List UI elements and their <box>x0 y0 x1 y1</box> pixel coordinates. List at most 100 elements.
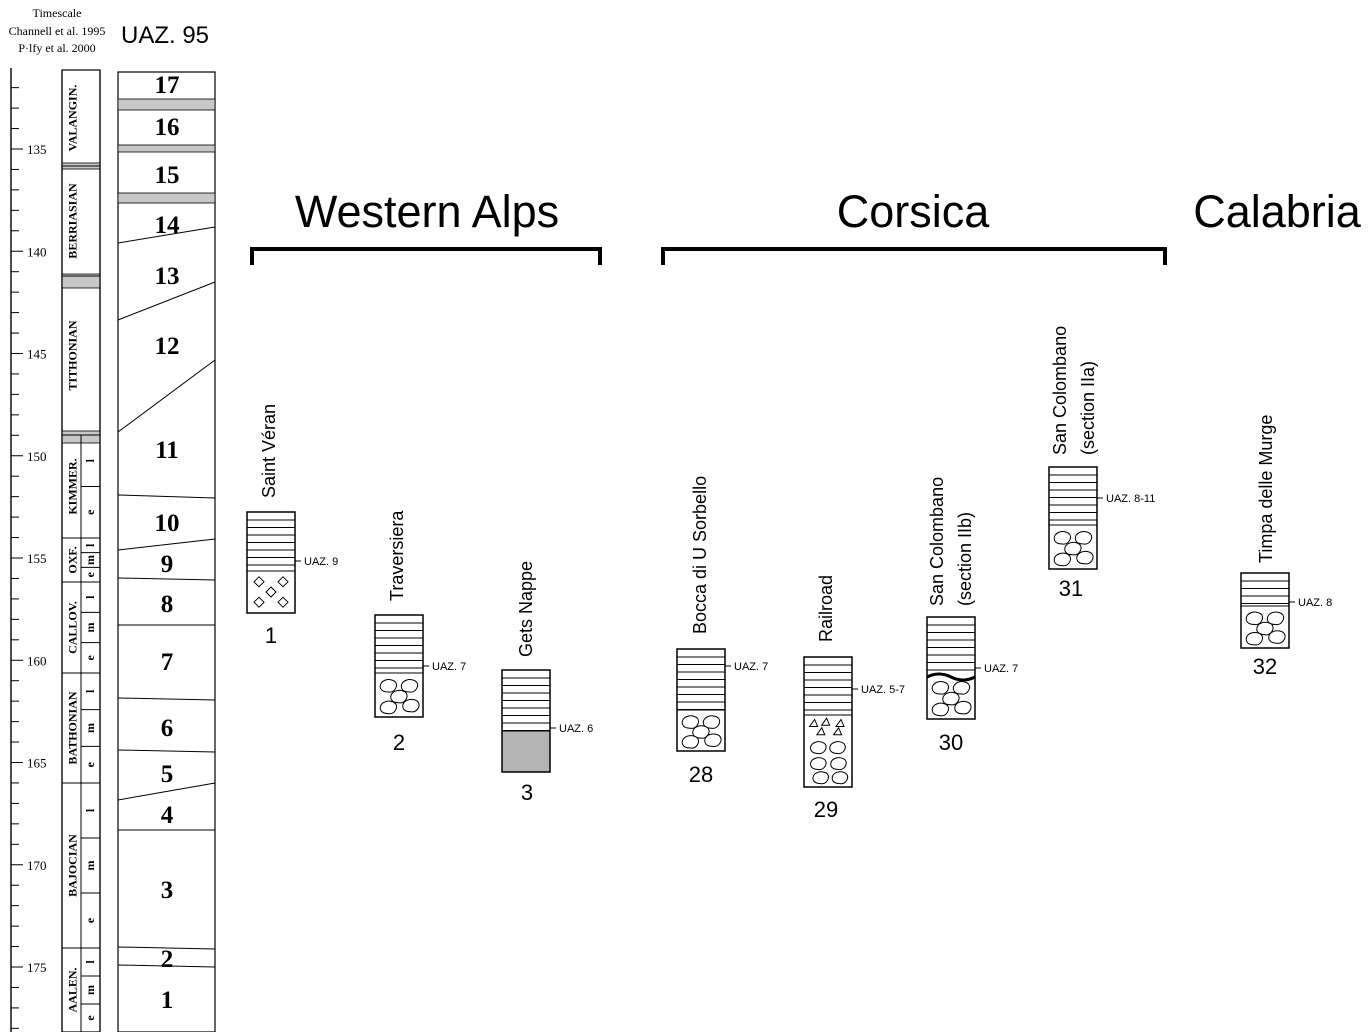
age-label: 135 <box>27 142 47 157</box>
section-log: UAZ. 8-11 San Colombano (section IIa) 31 <box>1048 326 1155 601</box>
gray-unit <box>502 731 550 772</box>
pebble-symbol <box>1053 531 1071 545</box>
pebble-symbol <box>812 771 829 785</box>
stage-label: AALEN. <box>66 967 80 1012</box>
substage-label: e <box>83 654 97 660</box>
pebble-symbol <box>1053 552 1071 567</box>
substage-label: l <box>83 458 97 462</box>
section-number: 29 <box>814 797 838 822</box>
stage-label: TITHONIAN <box>66 320 80 390</box>
section-name: San Colombano <box>927 477 947 606</box>
substage-label: e <box>83 571 97 577</box>
uaz-column-title: UAZ. 95 <box>121 22 209 49</box>
zone-boundary-slanted <box>117 538 216 551</box>
zone-boundary-slanted <box>117 226 216 244</box>
pebble-symbol <box>810 757 827 771</box>
pebble-symbol <box>1074 531 1093 545</box>
pebble-symbol <box>829 741 846 755</box>
region-title: Corsica <box>837 186 991 237</box>
section-name: Saint Véran <box>259 404 279 498</box>
section-number: 31 <box>1059 576 1083 601</box>
stage-label: BERRIASIAN <box>66 183 80 259</box>
section-number: 2 <box>393 730 405 755</box>
zone-label: 4 <box>161 802 174 829</box>
substage-label: m <box>83 723 97 733</box>
age-label: 150 <box>27 449 47 464</box>
substage-label: e <box>83 917 97 923</box>
zone-label: 10 <box>155 510 180 537</box>
erosion-surface <box>926 672 976 682</box>
breccia-symbol <box>835 718 845 727</box>
section-uaz-label: UAZ. 7 <box>432 661 466 673</box>
section-outline <box>676 648 726 752</box>
zone-label: 15 <box>155 162 180 189</box>
section-log: UAZ. 7 Bocca di U Sorbello 28 <box>676 476 768 787</box>
zone-label: 6 <box>161 715 174 742</box>
age-label: 165 <box>27 756 47 771</box>
section-uaz-label: UAZ. 8-11 <box>1106 493 1155 505</box>
section-number: 32 <box>1253 654 1277 679</box>
region-title: Calabria <box>1193 186 1362 237</box>
age-label: 160 <box>27 653 47 668</box>
zone-label: 3 <box>161 877 174 904</box>
section-name: Railroad <box>816 575 836 642</box>
zone-boundary <box>117 964 216 968</box>
substage-label: l <box>83 960 97 964</box>
pebble-symbol <box>400 679 419 693</box>
age-label: 145 <box>27 347 47 362</box>
section-uaz-label: UAZ. 7 <box>734 661 768 673</box>
section-name: Gets Nappe <box>516 561 536 657</box>
zone-boundary <box>117 577 216 581</box>
zone-label: 7 <box>161 649 174 676</box>
section-uaz-label: UAZ. 7 <box>984 663 1018 675</box>
pebble-symbol <box>1245 631 1263 646</box>
age-label: 175 <box>27 960 47 975</box>
substage-label: l <box>83 689 97 693</box>
substage-label: l <box>83 543 97 547</box>
zone-label: 16 <box>155 114 180 141</box>
breccia-symbol <box>808 718 819 727</box>
section-outline <box>803 656 853 788</box>
zone-boundary-band <box>117 144 216 153</box>
section-name: Traversiera <box>387 510 407 601</box>
section-name: (section IIa) <box>1078 361 1098 455</box>
substage-label: e <box>83 1015 97 1021</box>
pebble-symbol <box>681 715 699 729</box>
zone-boundary-band <box>117 192 216 204</box>
section-outline <box>501 669 551 773</box>
region-bracket <box>250 247 602 265</box>
pebble-symbol <box>1245 611 1263 626</box>
substage-label: l <box>83 808 97 812</box>
diamond-symbol <box>277 596 289 608</box>
section-uaz-label: UAZ. 6 <box>559 723 593 735</box>
section-log: UAZ. 5-7 Railroad 29 <box>803 575 905 822</box>
zone-boundary <box>117 494 216 499</box>
zone-label: 2 <box>161 946 174 973</box>
substage-label: l <box>83 595 97 599</box>
zone-boundary-slanted <box>117 281 216 321</box>
diamond-symbol <box>253 576 265 588</box>
pebble-symbol <box>379 679 397 693</box>
uaz-column <box>117 71 216 1032</box>
pebble-symbol <box>1076 550 1094 565</box>
zone-boundary-band <box>117 98 216 111</box>
age-label: 140 <box>27 244 47 259</box>
pebble-symbol <box>379 700 397 715</box>
section-number: 1 <box>265 623 277 648</box>
section-number: 3 <box>521 780 533 805</box>
section-number: 28 <box>689 762 713 787</box>
pebble-symbol <box>830 757 847 771</box>
pebble-symbol <box>931 702 949 717</box>
zone-boundary <box>117 946 216 950</box>
pebble-symbol <box>942 691 960 706</box>
section-log: UAZ. 8 Timpa delle Murge 32 <box>1240 415 1332 679</box>
section-outline <box>1048 466 1098 570</box>
section-uaz-label: UAZ. 5-7 <box>861 684 905 696</box>
substage-label: m <box>83 861 97 871</box>
zone-label: 9 <box>161 551 174 578</box>
section-log: UAZ. 7 San Colombano (section IIb) 30 <box>926 477 1018 755</box>
timescale-header-line: P·lfy et al. 2000 <box>18 41 95 55</box>
section-name: San Colombano <box>1050 326 1070 455</box>
diamond-symbol <box>277 576 289 588</box>
pebble-symbol <box>810 741 827 755</box>
